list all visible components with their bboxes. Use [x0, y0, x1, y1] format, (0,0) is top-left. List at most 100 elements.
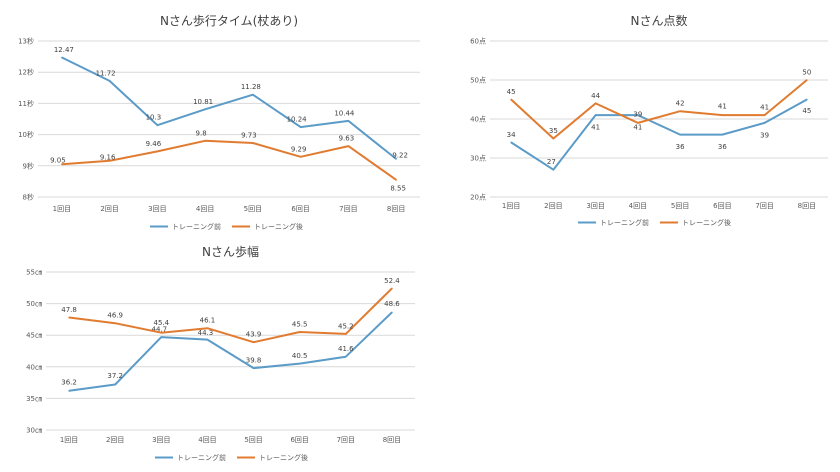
series-line	[68, 287, 393, 344]
data-point	[68, 390, 70, 392]
data-point	[298, 362, 301, 365]
x-tick-label: 7回目	[337, 436, 355, 444]
x-tick-label: 3回目	[148, 205, 166, 213]
data-label: 10.3	[146, 114, 162, 122]
x-tick-label: 4回目	[196, 205, 214, 213]
series-line	[510, 79, 808, 140]
data-point	[160, 336, 163, 338]
data-point	[68, 316, 70, 319]
data-label: 9.8	[196, 129, 207, 137]
data-point	[252, 341, 255, 343]
data-point	[204, 140, 206, 142]
x-tick-label: 4回目	[629, 202, 647, 210]
x-tick-label: 6回目	[290, 436, 308, 444]
x-tick-label: 4回目	[198, 436, 216, 444]
data-point	[206, 338, 209, 341]
data-label: 39.8	[246, 357, 262, 365]
data-label: 41	[718, 103, 727, 111]
data-label: 10.81	[193, 98, 213, 106]
y-tick-label: 60点	[470, 38, 486, 46]
series-line	[61, 139, 397, 181]
data-label: 46.1	[200, 317, 216, 325]
data-point	[395, 179, 397, 181]
data-label: 42	[676, 100, 685, 108]
data-label: 11.72	[96, 69, 116, 77]
legend-label: トレーニング前	[172, 222, 221, 231]
data-label: 45.2	[338, 322, 354, 330]
y-tick-label: 8秒	[23, 193, 34, 202]
series-line	[61, 56, 397, 160]
data-point	[679, 133, 681, 136]
data-point	[510, 98, 512, 101]
data-label: 44	[591, 92, 600, 100]
data-point	[298, 331, 301, 333]
data-label: 36.2	[61, 378, 77, 386]
y-tick-label: 30㎝	[26, 427, 42, 435]
x-tick-label: 7回目	[755, 202, 773, 210]
data-point	[299, 155, 302, 158]
data-point	[252, 142, 254, 144]
legend-label: トレーニング後	[682, 218, 731, 227]
y-tick-label: 10秒	[18, 130, 34, 139]
data-label: 45.5	[292, 321, 308, 329]
data-point	[806, 79, 808, 81]
data-point	[252, 367, 255, 369]
data-label: 44.3	[198, 329, 214, 337]
data-label: 9.16	[100, 153, 116, 161]
x-tick-label: 3回目	[152, 436, 170, 444]
data-point	[345, 355, 347, 358]
data-point	[763, 122, 766, 124]
data-point	[61, 56, 63, 59]
x-tick-label: 1回目	[53, 205, 71, 213]
data-label: 36	[718, 143, 727, 151]
data-point	[637, 122, 639, 124]
data-point	[347, 145, 350, 147]
legend-label: トレーニング後	[254, 222, 303, 231]
data-point	[156, 150, 159, 153]
data-label: 41.6	[338, 345, 354, 353]
x-tick-label: 3回目	[586, 202, 604, 210]
data-label: 41	[760, 104, 769, 112]
data-point	[763, 114, 766, 116]
data-point	[345, 333, 347, 335]
y-tick-label: 45㎝	[26, 332, 42, 340]
data-point	[61, 163, 63, 166]
data-label: 43.9	[246, 331, 262, 339]
series-line	[510, 98, 808, 171]
x-tick-label: 8回目	[798, 202, 816, 210]
data-label: 36	[676, 143, 685, 151]
data-label: 35	[549, 127, 558, 135]
data-label: 10.44	[334, 109, 355, 117]
data-label: 9.46	[146, 140, 162, 148]
data-label: 48.6	[384, 300, 400, 308]
x-tick-label: 1回目	[502, 202, 520, 210]
data-point	[206, 327, 209, 330]
data-label: 44.7	[152, 326, 168, 334]
series-line	[68, 311, 393, 392]
data-point	[510, 141, 512, 144]
data-label: 47.8	[61, 306, 77, 314]
x-tick-label: 8回目	[383, 436, 401, 444]
data-label: 41	[633, 124, 642, 132]
data-point	[204, 108, 206, 111]
y-tick-label: 12秒	[18, 68, 34, 77]
data-label: 9.22	[392, 151, 408, 159]
y-tick-label: 30点	[470, 155, 486, 163]
y-tick-label: 40㎝	[26, 363, 42, 371]
data-label: 9.73	[241, 132, 257, 140]
data-point	[391, 287, 393, 290]
data-point	[347, 120, 350, 122]
chart-title: Nさん歩行タイム(杖あり)	[160, 13, 298, 28]
x-tick-label: 1回目	[60, 436, 78, 444]
x-tick-label: 5回目	[244, 436, 262, 444]
data-point	[252, 93, 254, 96]
data-label: 37.2	[107, 372, 123, 380]
data-label: 10.24	[287, 116, 308, 124]
x-tick-label: 8回目	[387, 205, 405, 213]
data-label: 9.05	[50, 157, 66, 165]
data-point	[108, 80, 111, 82]
data-point	[552, 168, 555, 171]
data-point	[594, 114, 597, 116]
x-tick-label: 5回目	[671, 202, 689, 210]
